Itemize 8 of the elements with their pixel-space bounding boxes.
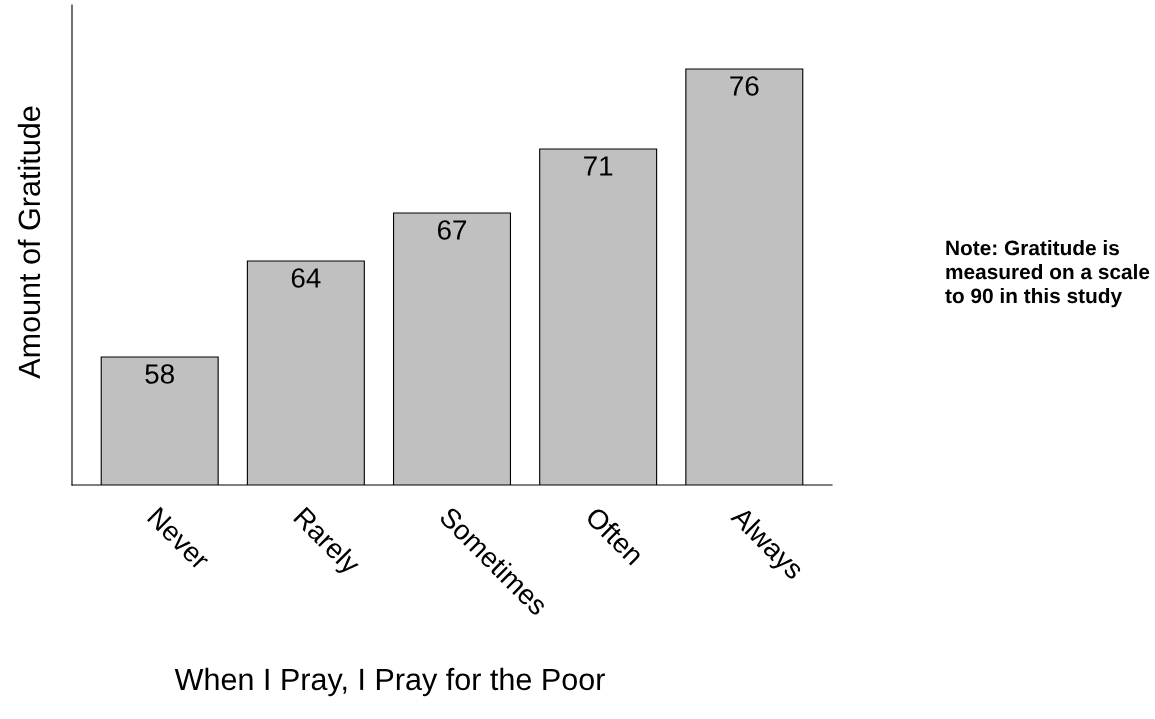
text: Note: Gratitude is measured on a scale to 90 in this study xyxy=(945,240,1150,308)
y-axis-title: Amount of Gratitude xyxy=(17,106,41,379)
data-label: 71 xyxy=(584,156,613,176)
x-axis-title: When I Pray, I Pray for the Poor xyxy=(174,667,605,697)
data-label: 76 xyxy=(730,76,759,96)
data-label: 58 xyxy=(145,364,174,384)
data-label: 67 xyxy=(437,220,467,240)
data-label: 64 xyxy=(291,268,321,288)
